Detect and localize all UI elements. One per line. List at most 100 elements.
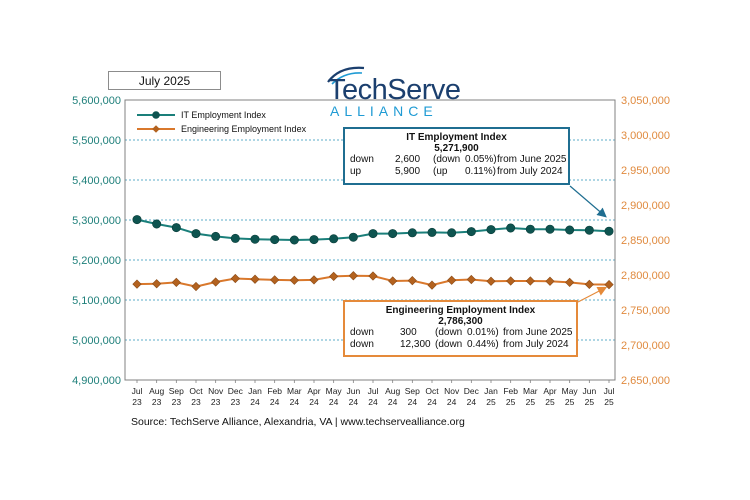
x-tick-label: Dec 24 xyxy=(464,386,480,407)
it-summary-box: IT Employment Index 5,271,900 down 2,600… xyxy=(343,127,570,185)
eng-point xyxy=(270,275,280,285)
it-point xyxy=(329,234,339,244)
row-dir: down xyxy=(350,327,374,338)
series-layer xyxy=(132,215,614,292)
eng-point xyxy=(447,275,457,285)
left-tick-label: 5,200,000 xyxy=(72,255,121,267)
eng-summary-box: Engineering Employment Index 2,786,300 d… xyxy=(343,300,578,357)
eng-point xyxy=(584,279,594,290)
it-point xyxy=(171,223,181,233)
left-tick-label: 5,300,000 xyxy=(72,215,121,227)
eng-box-row: down 300 (down 0.01%) from June 2025 xyxy=(345,327,576,339)
eng-point xyxy=(604,279,614,290)
row-amt: 5,900 xyxy=(395,166,421,177)
x-tick-label: Aug 23 xyxy=(149,386,164,407)
right-tick-label: 2,700,000 xyxy=(621,340,670,352)
row-amt: 12,300 xyxy=(400,339,431,350)
it-point xyxy=(230,233,240,243)
eng-point xyxy=(565,277,575,287)
date-label: July 2025 xyxy=(108,71,221,90)
right-tick-label: 2,800,000 xyxy=(621,270,670,282)
legend-marks xyxy=(137,111,175,133)
x-tick-label: Oct 23 xyxy=(189,386,203,407)
it-point xyxy=(191,229,201,239)
eng-point xyxy=(171,277,181,287)
eng-point xyxy=(211,277,221,287)
techserve-logo: TechServe ALLIANCE xyxy=(318,62,461,120)
x-tick-label: Aug 24 xyxy=(385,386,400,407)
x-tick-label: Mar 24 xyxy=(287,386,302,407)
row-period: from June 2025 xyxy=(503,327,573,338)
x-tick-label: Feb 25 xyxy=(503,386,518,407)
x-tick-label: Jan 24 xyxy=(248,386,262,407)
legend-item-eng: Engineering Employment Index xyxy=(181,124,307,134)
left-axis: 4,900,000 5,000,000 5,100,000 5,200,000 5,30… xyxy=(72,95,121,387)
eng-point xyxy=(407,275,417,286)
eng-point xyxy=(250,274,260,284)
it-point xyxy=(565,225,575,235)
row-period: from July 2024 xyxy=(503,339,569,350)
x-tick-label: Mar 25 xyxy=(523,386,538,407)
eng-point xyxy=(545,276,555,286)
x-tick-label: May 25 xyxy=(562,386,579,407)
it-point xyxy=(309,235,319,245)
it-point xyxy=(368,229,378,239)
x-tick-label: Dec 23 xyxy=(228,386,244,407)
it-point xyxy=(604,226,614,236)
it-point xyxy=(584,225,594,235)
left-tick-label: 5,000,000 xyxy=(72,335,121,347)
source-note: Source: TechServe Alliance, Alexandria, … xyxy=(131,416,465,428)
it-point xyxy=(525,224,535,234)
x-tick-label: Jun 25 xyxy=(582,386,596,407)
eng-point xyxy=(466,274,476,285)
it-point xyxy=(132,215,142,225)
row-pct-dir: (down xyxy=(435,339,463,350)
it-box-row: up 5,900 (up 0.11%) from July 2024 xyxy=(345,166,568,178)
right-tick-label: 2,900,000 xyxy=(621,200,670,212)
row-amt: 2,600 xyxy=(395,154,421,165)
x-tick-label: Jul 25 xyxy=(604,386,615,407)
x-tick-label: May 24 xyxy=(326,386,343,407)
legend-marker-eng xyxy=(152,125,160,133)
x-tick-label: Sep 23 xyxy=(169,386,184,407)
row-amt: 300 xyxy=(400,327,417,338)
eng-point xyxy=(506,276,516,286)
left-tick-label: 5,100,000 xyxy=(72,295,121,307)
it-point xyxy=(486,225,496,235)
legend-marker-it xyxy=(152,111,160,119)
x-tick-label: Nov 23 xyxy=(208,386,224,407)
it-box-row: down 2,600 (down 0.05%) from June 2025 xyxy=(345,154,568,166)
eng-point xyxy=(329,271,339,282)
it-point xyxy=(506,223,516,233)
eng-point xyxy=(309,275,319,285)
it-point xyxy=(388,229,398,239)
plot-frame xyxy=(124,99,616,381)
eng-point xyxy=(486,276,496,286)
right-tick-label: 2,650,000 xyxy=(621,375,670,387)
eng-point xyxy=(289,275,299,285)
right-tick-label: 2,950,000 xyxy=(621,165,670,177)
callout-arrows xyxy=(569,185,608,303)
row-pct-dir: (up xyxy=(433,166,448,177)
row-dir: down xyxy=(350,154,374,165)
eng-box-title: Engineering Employment Index xyxy=(385,305,536,316)
x-tick-label: Jun 24 xyxy=(346,386,360,407)
row-period: from July 2024 xyxy=(497,166,563,177)
x-tick-label: Jan 25 xyxy=(484,386,498,407)
right-tick-label: 3,000,000 xyxy=(621,130,670,142)
eng-point xyxy=(191,281,201,292)
eng-callout-arrow xyxy=(577,286,608,303)
logo-sub: ALLIANCE xyxy=(330,103,438,119)
it-point xyxy=(348,232,358,242)
eng-box-value: 2,786,300 xyxy=(438,316,483,327)
it-callout-arrow xyxy=(569,185,607,218)
it-point xyxy=(545,224,555,234)
x-tick-label: Apr 25 xyxy=(543,386,556,407)
x-tick-label: Sep 24 xyxy=(405,386,420,407)
x-tick-label: Jul 23 xyxy=(132,386,143,407)
legend-item-it: IT Employment Index xyxy=(181,110,266,120)
left-tick-label: 5,600,000 xyxy=(72,95,121,107)
row-pct: 0.44%) xyxy=(467,339,499,350)
